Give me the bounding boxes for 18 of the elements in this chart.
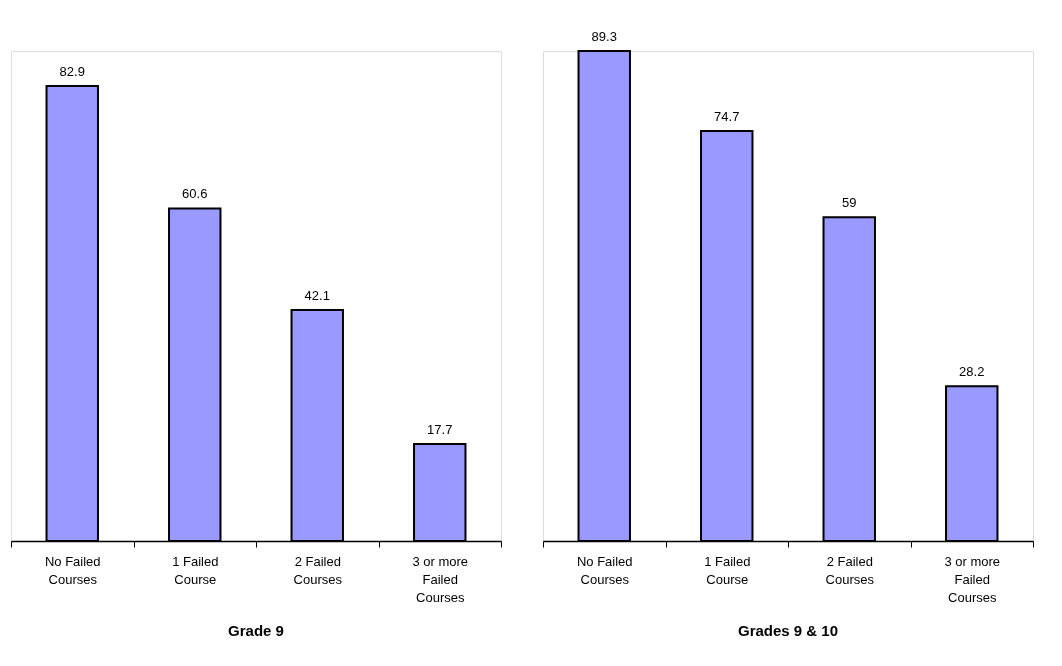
x-tick-label: 2 Failed Courses (293, 553, 343, 587)
data-label: 74.7 (714, 109, 740, 125)
text: Grades 9 & 10 (737, 622, 839, 639)
x-tick-label: 3 or more Failed Courses (944, 553, 1001, 605)
data-label: 59 (842, 195, 857, 211)
data-label: 28.2 (959, 364, 985, 380)
x-tick-label: 1 Failed Course (704, 553, 751, 587)
data-label: 42.1 (304, 287, 330, 303)
x-tick-label: No Failed Courses (44, 553, 101, 587)
x-tick-label: 3 or more Failed Courses (412, 553, 469, 605)
text: Grade 9 (228, 622, 284, 639)
x-tick-label: 2 Failed Courses (825, 553, 875, 587)
data-label: 89.3 (591, 29, 617, 44)
data-label: 82.9 (59, 64, 85, 80)
x-tick-label: 1 Failed Course (172, 553, 219, 587)
data-label: 60.6 (182, 186, 208, 202)
x-tick-label: No Failed Courses (576, 553, 633, 587)
data-label: 17.7 (427, 421, 453, 437)
